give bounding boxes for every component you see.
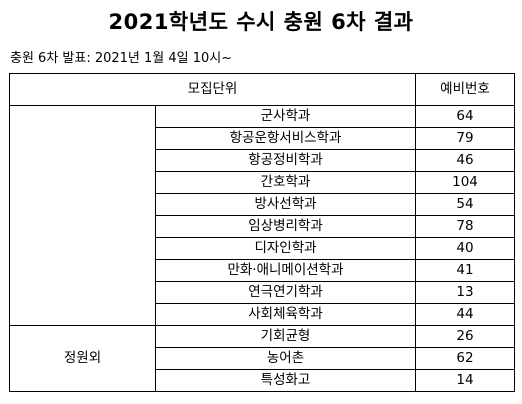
- waitlist-cell: 79: [415, 127, 515, 150]
- dept-cell: 간호학과: [155, 171, 416, 194]
- waitlist-cell: 26: [415, 325, 515, 348]
- dept-cell: 기회균형: [155, 325, 416, 348]
- group-label-extra-quota: 정원외: [9, 325, 156, 392]
- dept-cell: 군사학과: [155, 105, 416, 128]
- table-row: 임상병리학과 78: [10, 215, 515, 238]
- table-row: 간호학과 104: [10, 171, 515, 194]
- waitlist-cell: 14: [415, 369, 515, 392]
- dept-cell: 농어촌: [155, 347, 416, 370]
- column-header-waitlist: 예비번호: [415, 73, 515, 106]
- waitlist-cell: 62: [415, 347, 515, 370]
- waitlist-cell: 44: [415, 303, 515, 326]
- column-header-unit: 모집단위: [9, 73, 416, 106]
- table-row: 사회체육학과 44: [10, 303, 515, 326]
- table-row: 항공운항서비스학과 79: [10, 127, 515, 150]
- table-row: 만화·애니메이션학과 41: [10, 259, 515, 282]
- announcement-date: 충원 6차 발표: 2021년 1월 4일 10시~: [10, 51, 233, 66]
- waitlist-cell: 40: [415, 237, 515, 260]
- dept-cell: 연극연기학과: [155, 281, 416, 304]
- table-row: 정원외 기회균형 26: [9, 325, 515, 392]
- dept-cell: 특성화고: [155, 369, 416, 392]
- table-row: 특성화고 14: [10, 369, 515, 392]
- dept-cell: 디자인학과: [155, 237, 416, 260]
- waitlist-cell: 64: [415, 105, 515, 128]
- dept-cell: 만화·애니메이션학과: [155, 259, 416, 282]
- waitlist-cell: 104: [415, 171, 515, 194]
- waitlist-cell: 41: [415, 259, 515, 282]
- waitlist-cell: 46: [415, 149, 515, 172]
- table-header-row: 모집단위 예비번호: [9, 73, 515, 106]
- page-title: 2021학년도 수시 충원 6차 결과: [108, 10, 414, 34]
- dept-cell: 임상병리학과: [155, 215, 416, 238]
- group-label-regular: [9, 105, 156, 326]
- dept-cell: 사회체육학과: [155, 303, 416, 326]
- table-row: 농어촌 62: [10, 347, 515, 370]
- waitlist-cell: 54: [415, 193, 515, 216]
- dept-cell: 항공정비학과: [155, 149, 416, 172]
- results-table: 모집단위 예비번호 군사학과 64 항공운항서비스학과 79 항공정비학과 46…: [9, 73, 515, 392]
- table-row: 연극연기학과 13: [10, 281, 515, 304]
- table-row: 군사학과 64: [9, 105, 515, 326]
- dept-cell: 방사선학과: [155, 193, 416, 216]
- dept-cell: 항공운항서비스학과: [155, 127, 416, 150]
- waitlist-cell: 78: [415, 215, 515, 238]
- waitlist-cell: 13: [415, 281, 515, 304]
